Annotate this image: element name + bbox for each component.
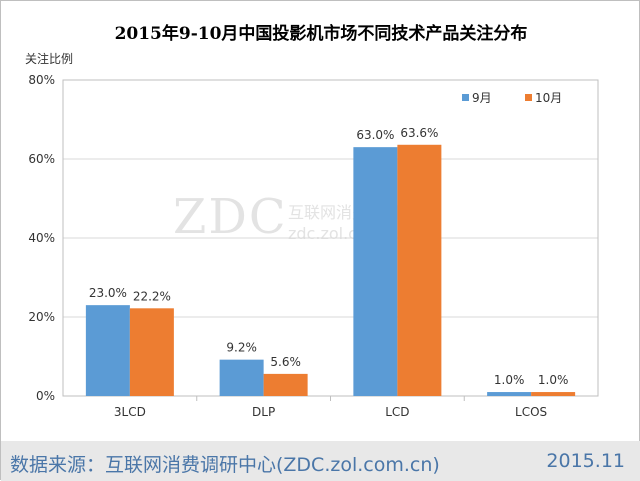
report-date: 2015.11 <box>546 450 625 472</box>
x-tick-label: LCOS <box>515 405 547 419</box>
y-tick-label: 60% <box>28 152 55 166</box>
legend-swatch <box>462 94 469 101</box>
y-tick-label: 0% <box>36 389 55 403</box>
x-tick-label: 3LCD <box>114 405 146 419</box>
chart-title: 2015年9-10月中国投影机市场不同技术产品关注分布 <box>114 24 528 44</box>
data-label: 9.2% <box>226 341 257 355</box>
bar-10月-3LCD <box>129 308 174 396</box>
bar-10月-DLP <box>263 373 308 396</box>
footer-bar: 数据来源：互联网消费调研中心(ZDC.zol.com.cn) 2015.11 <box>1 441 640 481</box>
data-source: 数据来源：互联网消费调研中心(ZDC.zol.com.cn) <box>10 454 440 476</box>
bar-9月-3LCD <box>85 305 130 396</box>
y-tick-label: 40% <box>28 231 55 245</box>
data-label: 22.2% <box>133 289 171 303</box>
y-tick-label: 80% <box>28 73 55 87</box>
legend-label: 10月 <box>535 91 562 105</box>
bar-10月-LCD <box>397 144 442 396</box>
legend-swatch <box>525 94 532 101</box>
y-tick-label: 20% <box>28 310 55 324</box>
data-label: 1.0% <box>538 373 569 387</box>
x-tick-label: LCD <box>385 405 409 419</box>
data-label: 1.0% <box>494 373 525 387</box>
x-tick-label: DLP <box>252 405 275 419</box>
data-label: 63.0% <box>356 128 394 142</box>
bar-9月-DLP <box>219 359 264 396</box>
data-label: 63.6% <box>400 126 438 140</box>
y-axis-label: 关注比例 <box>25 51 73 66</box>
data-label: 23.0% <box>89 286 127 300</box>
data-label: 5.6% <box>270 355 301 369</box>
bar-chart: ZDC互联网消费调研中心zdc.zol.com.cn0%20%40%60%80%… <box>25 51 599 419</box>
watermark-logo: ZDC <box>173 189 288 245</box>
bar-9月-LCOS <box>487 392 532 396</box>
bar-10月-LCOS <box>531 392 576 396</box>
legend-label: 9月 <box>472 91 492 105</box>
bar-9月-LCD <box>353 147 398 396</box>
